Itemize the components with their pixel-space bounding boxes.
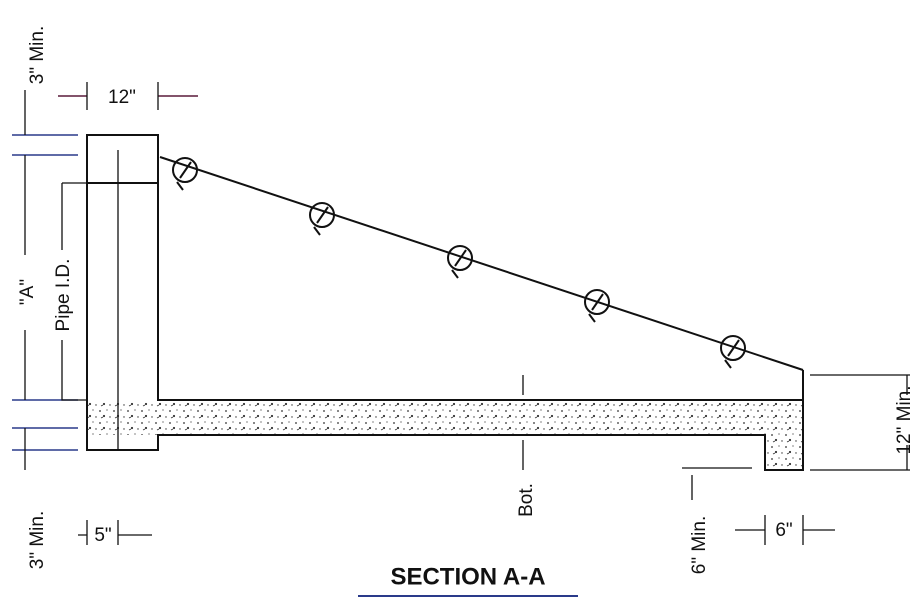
toe-width-label: 6"	[775, 520, 792, 541]
pipe-wall-label: 5"	[94, 525, 111, 546]
slab-thickness-label: 12" Min.	[894, 385, 915, 454]
dimension-lines	[12, 82, 910, 545]
wall-thickness-label: 12"	[108, 87, 136, 108]
slab-bottom-label: Bot.	[516, 483, 537, 517]
pipe-label: Pipe I.D.	[53, 259, 74, 332]
section-title: SECTION A-A	[390, 563, 545, 590]
labels: 3" Min. 12" "A" Pipe I.D. 3" Min. 5" Bot…	[17, 26, 915, 597]
bottom-cover-label: 3" Min.	[27, 511, 48, 569]
toe-depth-label: 6" Min.	[689, 516, 710, 574]
top-cover-label: 3" Min.	[27, 26, 48, 84]
height-label: "A"	[17, 279, 38, 305]
structure	[86, 134, 804, 471]
anchors	[172, 157, 746, 369]
